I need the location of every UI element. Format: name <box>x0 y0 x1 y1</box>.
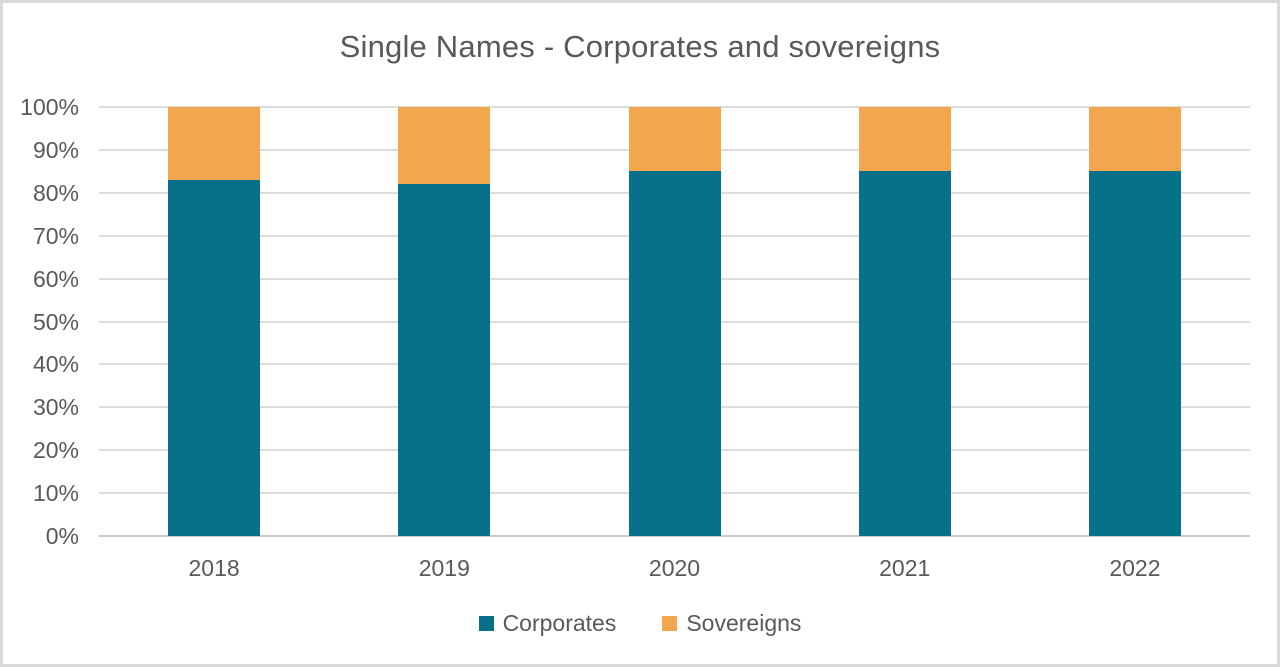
bar-segment-corporates-2019 <box>398 184 491 536</box>
y-axis-labels: 0% 10% 20% 30% 40% 50% 60% 70% 80% 90% 100% <box>3 96 83 548</box>
y-tick-label: 90% <box>32 136 79 163</box>
bar-slot-2019 <box>329 107 559 536</box>
bar-segment-corporates-2022 <box>1088 171 1181 536</box>
legend-swatch-sovereigns <box>662 616 678 631</box>
bar-slot-2022 <box>1020 107 1250 536</box>
y-tick-label: 0% <box>45 523 79 549</box>
bar-segment-sovereigns-2020 <box>628 107 721 172</box>
bar-segment-corporates-2018 <box>168 179 261 536</box>
bar-2018 <box>168 107 261 536</box>
bar-2022 <box>1088 107 1181 536</box>
y-tick-label: 70% <box>32 222 79 249</box>
bar-segment-corporates-2020 <box>628 171 721 536</box>
bar-2021 <box>858 107 951 536</box>
bar-slot-2021 <box>790 107 1020 536</box>
legend-swatch-corporates <box>478 616 494 631</box>
bar-2019 <box>398 107 491 536</box>
bar-2020 <box>628 107 721 536</box>
bar-segment-corporates-2021 <box>858 171 951 536</box>
y-tick-label: 60% <box>32 265 79 292</box>
y-tick-label: 100% <box>20 94 79 120</box>
bar-segment-sovereigns-2018 <box>168 107 261 180</box>
y-tick-label: 10% <box>32 480 79 507</box>
x-tick-label-2022: 2022 <box>1109 555 1161 581</box>
x-axis-labels: 2018 2019 2020 2021 2022 <box>99 555 1250 582</box>
legend: Corporates Sovereigns <box>3 610 1277 637</box>
legend-label-sovereigns: Sovereigns <box>686 610 802 636</box>
y-tick-label: 80% <box>32 179 79 206</box>
legend-item-corporates: Corporates <box>478 610 617 637</box>
bar-segment-sovereigns-2021 <box>858 107 951 172</box>
bar-slot-2018 <box>99 107 329 536</box>
x-tick-label-2021: 2021 <box>879 555 931 581</box>
legend-item-sovereigns: Sovereigns <box>662 610 801 637</box>
bars <box>99 107 1250 536</box>
x-tick-label-2018: 2018 <box>188 555 240 581</box>
legend-label-corporates: Corporates <box>502 610 617 636</box>
x-axis-line <box>99 535 1250 537</box>
y-tick-label: 20% <box>32 437 79 464</box>
y-tick-label: 30% <box>32 394 79 421</box>
y-tick-label: 50% <box>32 308 79 335</box>
bar-slot-2020 <box>559 107 789 536</box>
gridline <box>99 106 1250 108</box>
chart-title: Single Names - Corporates and sovereigns <box>339 29 941 64</box>
x-tick-label-2019: 2019 <box>418 555 470 581</box>
bar-segment-sovereigns-2022 <box>1088 107 1181 172</box>
y-tick-label: 40% <box>32 351 79 378</box>
plot-area <box>99 106 1250 537</box>
bar-segment-sovereigns-2019 <box>398 107 491 185</box>
x-tick-label-2020: 2020 <box>648 555 701 581</box>
